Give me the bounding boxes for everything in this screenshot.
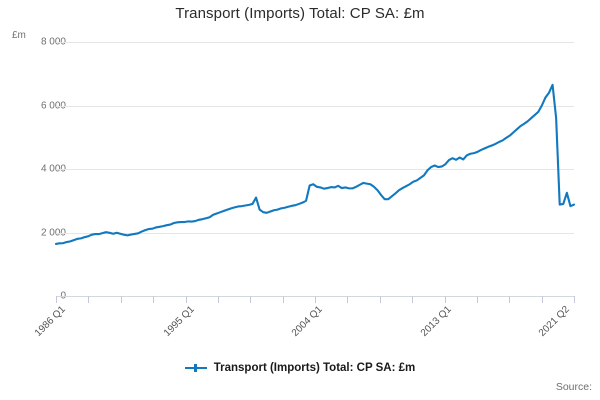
legend-item-label: Transport (Imports) Total: CP SA: £m	[213, 362, 416, 374]
x-tick-mark	[56, 296, 57, 303]
x-tick-mark	[541, 296, 543, 303]
series-polyline	[54, 83, 576, 245]
x-tick-mark	[185, 296, 187, 303]
x-tick-label-2021-q2: 2021 Q2	[536, 304, 572, 339]
x-tick-mark	[153, 296, 155, 303]
x-tick-label-1995-q1: 1995 Q1	[161, 304, 197, 339]
plot-area	[54, 42, 576, 297]
legend-line-marker-icon	[184, 363, 207, 373]
y-tick-label-4000: 4 000	[40, 163, 66, 175]
legend-item-transport-imports[interactable]: Transport (Imports) Total: CP SA: £m	[184, 362, 416, 374]
gridline-2000	[56, 232, 574, 234]
x-tick-mark	[444, 296, 446, 303]
gridline-6000	[56, 105, 574, 107]
x-tick-mark	[282, 296, 284, 303]
x-tick-label-2013-q1: 2013 Q1	[418, 304, 454, 339]
y-axis-title: £m	[12, 30, 26, 41]
gridline-4000	[56, 169, 574, 170]
x-tick-mark	[379, 296, 381, 303]
chart-legend: Transport (Imports) Total: CP SA: £m	[0, 362, 600, 376]
x-tick-mark	[476, 296, 478, 303]
series-line-transport-imports	[54, 83, 576, 245]
x-tick-mark	[120, 296, 122, 303]
y-tick-label-8000: 8 000	[40, 36, 66, 48]
x-tick-mark	[412, 296, 414, 303]
x-tick-mark	[315, 296, 316, 303]
source-label: Source:	[555, 381, 592, 393]
x-tick-label-2004-q1: 2004 Q1	[290, 304, 325, 339]
y-tick-label-6000: 6 000	[40, 100, 66, 111]
chart-title: Transport (Imports) Total: CP SA: £m	[175, 5, 425, 22]
x-tick-mark	[217, 296, 219, 303]
x-tick-mark	[250, 296, 252, 303]
x-tick-label-1986-q1: 1986 Q1	[32, 304, 68, 339]
gridline-8000	[56, 42, 574, 43]
x-tick-mark	[574, 296, 575, 303]
x-tick-mark	[88, 296, 90, 303]
y-tick-label-2000: 2 000	[40, 227, 66, 238]
x-tick-mark	[347, 296, 349, 303]
x-tick-mark	[509, 296, 511, 303]
